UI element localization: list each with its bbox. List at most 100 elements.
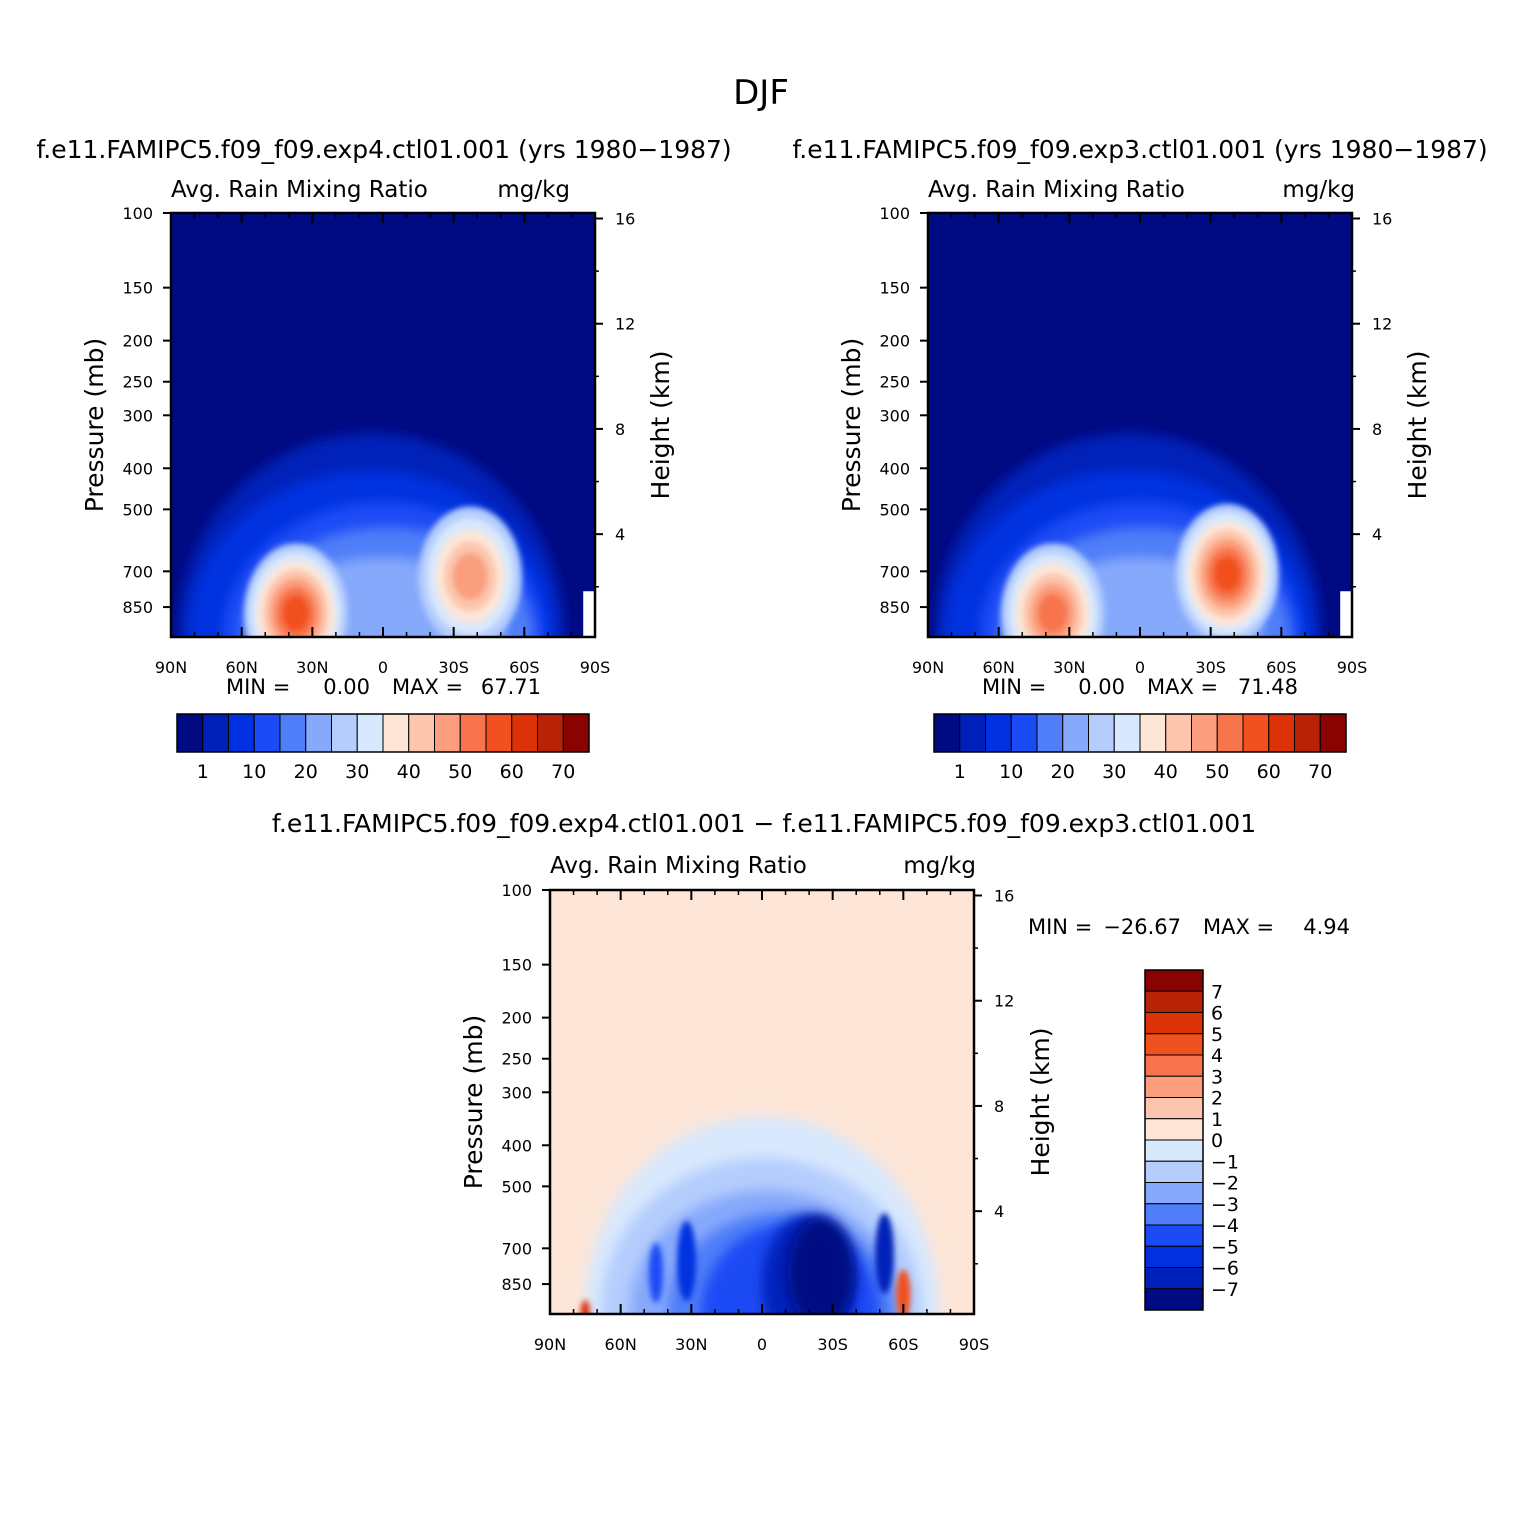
colorbar-box — [1010, 713, 1038, 753]
right-axis-label: Height (km) — [1026, 1028, 1055, 1177]
colorbar-label: 70 — [1308, 761, 1332, 783]
x-tick-label: 30S — [817, 1335, 848, 1354]
x-tick-label: 30S — [438, 658, 469, 677]
panel-diff: f.e11.FAMIPC5.f09_f09.exp4.ctl01.001 − f… — [272, 809, 1350, 1354]
height-tick-label: 16 — [1372, 209, 1392, 228]
colorbar-box — [1144, 1224, 1204, 1247]
rain-maximum — [1214, 556, 1241, 592]
height-tick-label: 8 — [1372, 420, 1382, 439]
colorbar-box — [382, 713, 410, 753]
colorbar-label: 70 — [551, 761, 575, 783]
colorbar-box — [1294, 713, 1321, 753]
colorbar-box — [985, 713, 1012, 753]
colorbar-box — [1144, 1245, 1204, 1268]
panel-exp4: f.e11.FAMIPC5.f09_f09.exp4.ctl01.001 (yr… — [36, 135, 731, 783]
colorbar-label: 6 — [1211, 1003, 1223, 1025]
colorbar-box — [228, 713, 255, 753]
colorbar: 1 10 20 30 40 50 60 70 — [176, 713, 590, 783]
axes: 90N 60N 30N 0 30S 60S 90S 100 150 200 250 300 400 500… — [122, 204, 635, 677]
colorbar-label: −1 — [1211, 1151, 1239, 1173]
y-tick-label: 400 — [122, 459, 153, 478]
x-tick-label: 0 — [1135, 658, 1145, 677]
colorbar-box — [1144, 1160, 1204, 1183]
left-string: Avg. Rain Mixing Ratio — [550, 853, 807, 879]
colorbar-box — [1144, 1267, 1204, 1290]
x-tick-label: 90S — [580, 658, 611, 677]
x-tick-label: 60N — [983, 658, 1015, 677]
left-string: Avg. Rain Mixing Ratio — [171, 177, 428, 203]
contour-field — [928, 213, 1352, 637]
colorbar-box — [1144, 969, 1204, 992]
x-tick-label: 90S — [1337, 658, 1368, 677]
colorbar-box — [279, 713, 307, 753]
diff-negative-streak — [677, 1221, 697, 1302]
contour-field — [550, 890, 974, 1314]
figure-title: DJF — [733, 73, 789, 113]
colorbar-box — [434, 713, 461, 753]
y-tick-label: 700 — [879, 562, 910, 581]
colorbar-box — [176, 713, 204, 753]
right-string: mg/kg — [497, 177, 570, 203]
colorbar-box — [1139, 713, 1167, 753]
y-tick-label: 300 — [122, 406, 153, 425]
y-tick-label: 850 — [501, 1275, 532, 1294]
y-axis-label: Pressure (mb) — [459, 1015, 488, 1189]
colorbar-box — [331, 713, 358, 753]
min-label: MIN = — [982, 675, 1046, 699]
colorbar-box — [959, 713, 986, 753]
axes: 90N 60N 30N 0 30S 60S 90S 100 150 200 250 300 400 500… — [879, 204, 1392, 677]
min-label: MIN = — [226, 675, 290, 699]
colorbar-box — [511, 713, 538, 753]
colorbar-box — [1088, 713, 1115, 753]
missing-data — [1340, 591, 1352, 637]
colorbar-box — [933, 713, 961, 753]
colorbar-box — [1144, 1118, 1204, 1141]
colorbar-label: −7 — [1211, 1279, 1239, 1301]
colorbar-box — [1144, 1012, 1204, 1035]
max-value: 4.94 — [1303, 915, 1350, 939]
colorbar-label: −3 — [1211, 1194, 1239, 1216]
height-tick-label: 4 — [1372, 525, 1382, 544]
colorbar-box — [562, 713, 590, 753]
y-tick-label: 100 — [879, 204, 910, 223]
y-tick-label: 250 — [501, 1050, 532, 1069]
x-tick-label: 90S — [959, 1335, 990, 1354]
min-value: 0.00 — [323, 675, 370, 699]
rain-blobs — [935, 433, 1352, 637]
y-tick-label: 500 — [122, 500, 153, 519]
diff-blobs — [580, 1116, 939, 1314]
colorbar-label: 2 — [1211, 1088, 1223, 1110]
y-tick-label: 850 — [122, 598, 153, 617]
diff-negative-streak — [648, 1242, 664, 1303]
colorbar-box — [305, 713, 332, 753]
diff-level-7 — [787, 1217, 854, 1314]
colorbar-label: 60 — [500, 761, 524, 783]
colorbar-box — [1144, 1097, 1204, 1120]
colorbar-label: 30 — [345, 761, 369, 783]
y-tick-label: 150 — [501, 956, 532, 975]
rain-blobs — [178, 433, 595, 637]
missing-data — [583, 591, 595, 637]
y-tick-label: 250 — [122, 373, 153, 392]
colorbar-box — [537, 713, 564, 753]
colorbar-box — [408, 713, 435, 753]
colorbar-label: 40 — [397, 761, 421, 783]
x-tick-label: 60S — [509, 658, 540, 677]
y-tick-label: 700 — [122, 562, 153, 581]
colorbar-box — [1191, 713, 1218, 753]
diff-positive-spot — [896, 1269, 911, 1314]
colorbar-box — [1319, 713, 1347, 753]
height-tick-label: 16 — [994, 886, 1014, 905]
colorbar-label: 60 — [1257, 761, 1281, 783]
colorbar-box — [1144, 1054, 1204, 1077]
min-value: 0.00 — [1078, 675, 1125, 699]
colorbar-box — [485, 713, 513, 753]
y-tick-label: 150 — [122, 279, 153, 298]
colorbar-box — [356, 713, 384, 753]
y-tick-label: 850 — [879, 598, 910, 617]
height-tick-label: 8 — [994, 1097, 1004, 1116]
height-tick-label: 12 — [1372, 315, 1392, 334]
colorbar-frame — [1144, 969, 1204, 1311]
y-tick-label: 400 — [879, 459, 910, 478]
y-tick-label: 400 — [501, 1136, 532, 1155]
